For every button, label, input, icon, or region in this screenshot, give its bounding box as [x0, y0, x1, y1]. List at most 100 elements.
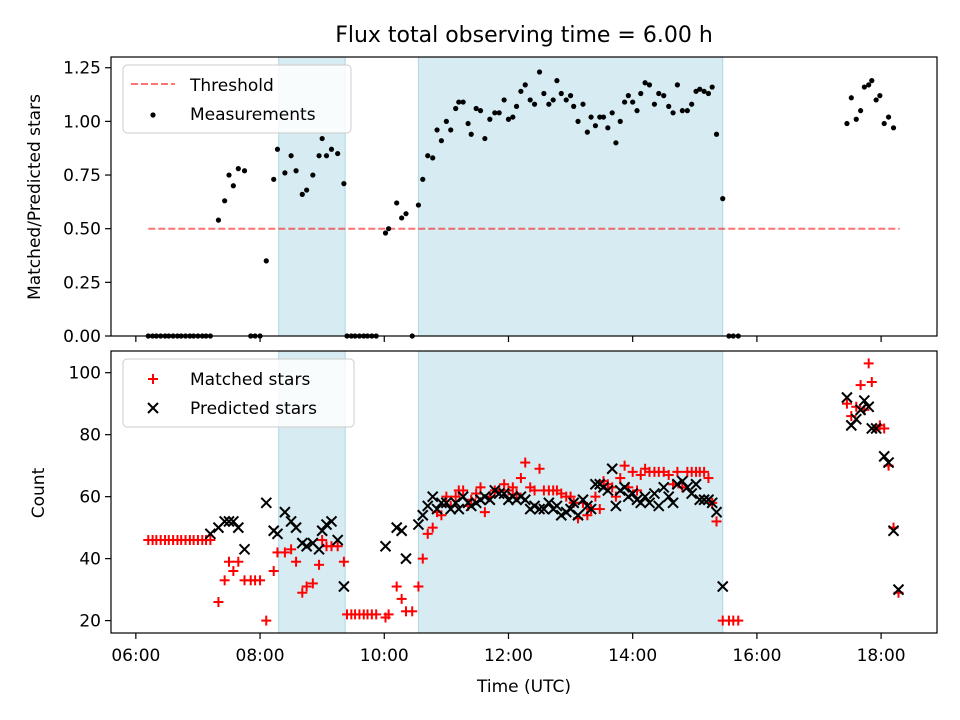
top-y-tick-label: 0.50: [63, 220, 101, 240]
measurement-point: [634, 108, 640, 114]
matched-star-marker: [458, 485, 469, 496]
measurement-point: [709, 84, 715, 90]
predicted-star-marker: [204, 528, 217, 540]
matched-star-marker: [422, 528, 433, 539]
predicted-star-marker: [606, 463, 618, 475]
predicted-star-marker: [440, 497, 453, 509]
measurement-point: [328, 146, 335, 152]
matched-star-marker: [846, 411, 857, 422]
bottom-y-tick-label: 40: [79, 550, 101, 570]
predicted-star-marker: [710, 506, 723, 518]
measurement-point: [705, 90, 712, 97]
measurement-point: [263, 258, 269, 264]
matched-star-marker: [233, 556, 244, 567]
bottom-legend: Matched stars Predicted stars: [122, 358, 355, 428]
measurement-point: [386, 226, 392, 232]
predicted-star-marker: [882, 456, 895, 469]
matched-star-marker: [219, 575, 230, 586]
measurement-point: [713, 131, 720, 137]
top-y-tick-label: 0.25: [63, 273, 101, 293]
top-panel: 0.00 0.25 0.50 0.75 1.00 1.25 Matched/Predict…: [25, 56, 938, 347]
predicted-star-marker: [260, 497, 272, 509]
measurement-point: [304, 187, 310, 193]
matched-star-marker: [627, 466, 638, 477]
measurement-point: [609, 110, 615, 116]
top-axes-frame: [110, 56, 938, 337]
top-y-tick-label: 0.00: [63, 327, 101, 347]
matched-star-marker: [301, 581, 312, 592]
predicted-star-marker: [862, 401, 875, 413]
measurement-point: [651, 101, 658, 107]
matched-star-marker: [291, 556, 302, 567]
legend-matched-label: Matched stars: [190, 370, 310, 390]
bottom-panel: 20 40 60 80 100 06:00 08:00 10:00 12:00 14:00 16:…: [29, 350, 938, 697]
predicted-stars-points: [204, 391, 905, 596]
bottom-y-axis: 20 40 60 80 100: [69, 364, 111, 632]
measurement-point: [501, 97, 507, 103]
measurement-point: [299, 191, 305, 197]
matched-star-marker: [615, 473, 626, 484]
predicted-star-marker: [653, 500, 665, 512]
top-legend: Threshold Measurements: [122, 64, 352, 134]
predicted-star-marker: [453, 503, 465, 515]
predicted-star-marker: [639, 490, 651, 503]
shaded-interval-1: [417, 56, 724, 337]
predicted-star-marker: [338, 580, 350, 593]
measurement-point: [241, 168, 248, 174]
bottom-y-tick-label: 20: [79, 612, 101, 632]
measurement-point: [666, 103, 672, 109]
measurement-point: [541, 90, 547, 97]
x-tick-label: 18:00: [857, 646, 906, 666]
measurement-point: [420, 176, 426, 182]
legend-predicted-swatch: [147, 402, 159, 414]
matched-star-marker: [391, 581, 402, 592]
measurement-point: [448, 127, 454, 133]
predicted-star-marker: [667, 497, 679, 509]
matched-star-marker: [441, 491, 452, 502]
measurement-point: [505, 116, 512, 122]
measurement-point: [293, 168, 299, 174]
matched-star-marker: [279, 547, 290, 558]
predicted-star-marker: [706, 497, 718, 509]
measurement-point: [848, 95, 854, 101]
matched-star-marker: [205, 535, 216, 546]
measurement-point: [661, 93, 667, 99]
legend-measurements-swatch: [150, 112, 156, 118]
x-tick-label: 12:00: [484, 646, 533, 666]
matched-star-marker: [515, 473, 526, 484]
bottom-y-tick-label: 80: [79, 426, 101, 446]
measurement-point: [550, 97, 556, 103]
measurement-point: [656, 90, 662, 97]
measurement-point: [674, 82, 681, 88]
matched-star-marker: [371, 609, 382, 620]
predicted-star-marker: [316, 525, 328, 537]
matched-star-marker: [841, 398, 852, 409]
predicted-star-marker: [400, 552, 412, 565]
matched-star-marker: [307, 578, 318, 589]
legend-threshold-label: Threshold: [189, 76, 274, 96]
measurement-point: [622, 99, 628, 105]
measurement-point: [399, 215, 405, 221]
matched-star-marker: [396, 593, 407, 604]
bottom-y-tick-label: 60: [79, 488, 101, 508]
measurement-point: [319, 135, 325, 142]
measurement-point: [288, 153, 294, 159]
matched-star-marker: [317, 535, 328, 546]
legend-measurements-label: Measurements: [190, 105, 316, 125]
predicted-star-marker: [431, 503, 443, 515]
matched-star-marker: [594, 504, 605, 515]
matched-star-marker: [699, 466, 710, 477]
x-tick-label: 06:00: [111, 646, 160, 666]
x-tick-label: 08:00: [236, 646, 285, 666]
predicted-star-marker: [866, 422, 878, 435]
measurement-point: [597, 114, 603, 120]
matched-star-marker: [261, 615, 272, 626]
predicted-star-marker: [878, 450, 890, 463]
measurement-point: [274, 146, 281, 152]
matched-star-marker: [475, 482, 486, 493]
predicted-star-marker: [658, 481, 670, 494]
measurement-point: [546, 101, 552, 107]
measurement-point: [482, 135, 488, 142]
predicted-star-marker: [543, 497, 555, 509]
measurement-point: [697, 86, 703, 92]
